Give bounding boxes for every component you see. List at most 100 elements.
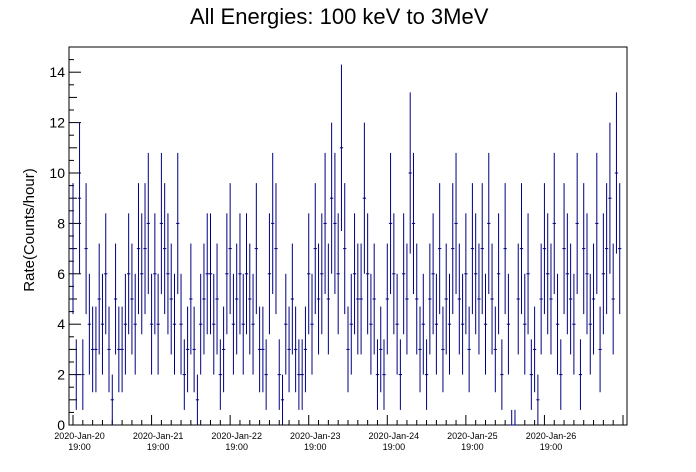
- data-point: [513, 409, 517, 426]
- data-point: [546, 213, 550, 335]
- data-point: [519, 183, 524, 315]
- data-point: [267, 213, 272, 335]
- data-point: [454, 152, 458, 294]
- data-point: [356, 243, 360, 355]
- data-point: [565, 213, 569, 335]
- data-point: [585, 213, 589, 335]
- data-point: [421, 273, 425, 375]
- data-point: [159, 152, 164, 294]
- data-point: [130, 243, 134, 355]
- data-point: [271, 152, 275, 294]
- data-point: [477, 243, 481, 355]
- data-point: [336, 213, 340, 335]
- x-axis: 2020-Jan-2019:002020-Jan-2119:002020-Jan…: [54, 415, 624, 452]
- data-point: [457, 243, 461, 355]
- y-tick-label: 12: [49, 115, 65, 131]
- data-point: [166, 213, 170, 335]
- data-point: [127, 213, 131, 335]
- data-point: [133, 273, 137, 375]
- y-axis: 0 2 4 6 8 10 12 14: [49, 46, 81, 433]
- data-point: [284, 273, 288, 375]
- data-point: [549, 243, 553, 355]
- data-point: [77, 122, 82, 274]
- data-point: [532, 306, 537, 393]
- data-point: [343, 183, 347, 315]
- data-point: [438, 183, 442, 315]
- data-point: [307, 213, 311, 335]
- data-point: [424, 339, 429, 410]
- x-tick-date-label: 2020-Jan-21: [133, 431, 184, 441]
- data-point: [290, 243, 294, 355]
- data-point: [202, 243, 206, 355]
- data-point: [310, 273, 314, 375]
- data-point: [559, 339, 563, 410]
- data-point: [369, 273, 373, 375]
- data-point: [503, 183, 507, 315]
- data-point: [487, 152, 491, 294]
- data-point: [254, 183, 258, 315]
- data-point: [529, 339, 533, 410]
- data-point: [182, 339, 186, 410]
- data-point: [179, 273, 183, 375]
- data-point: [372, 243, 376, 355]
- data-point: [375, 339, 380, 410]
- data-point: [120, 306, 124, 393]
- data-point: [402, 213, 406, 335]
- data-point: [274, 183, 278, 315]
- data-point: [235, 243, 239, 355]
- data-point: [163, 183, 167, 315]
- data-point: [618, 183, 622, 315]
- data-point: [329, 122, 334, 274]
- x-tick-date-label: 2020-Jan-26: [526, 431, 577, 441]
- data-point: [313, 183, 317, 315]
- data-point: [418, 306, 422, 393]
- data-point: [71, 183, 75, 315]
- data-point: [352, 213, 357, 335]
- data-point: [192, 306, 196, 393]
- data-point: [346, 306, 350, 393]
- data-point: [382, 339, 386, 410]
- data-point: [523, 273, 527, 375]
- data-point: [604, 183, 609, 315]
- data-point: [467, 306, 471, 393]
- x-tick-date-label: 2020-Jan-22: [211, 431, 262, 441]
- data-point: [398, 339, 403, 410]
- data-point: [323, 152, 327, 294]
- data-point: [506, 273, 511, 375]
- data-point: [169, 243, 173, 355]
- data-point: [215, 243, 219, 355]
- data-point: [146, 152, 150, 294]
- data-point: [261, 306, 265, 393]
- data-point: [248, 243, 252, 355]
- data-point: [74, 339, 78, 410]
- data-point: [326, 243, 330, 355]
- data-point: [493, 306, 497, 393]
- data-point: [496, 213, 501, 335]
- data-point: [611, 243, 615, 355]
- data-point: [500, 339, 504, 410]
- data-point: [136, 183, 141, 315]
- x-tick-time-label: 19:00: [68, 442, 91, 452]
- data-point: [97, 243, 101, 355]
- x-tick-time-label: 19:00: [540, 442, 563, 452]
- data-point: [408, 92, 412, 254]
- data-point: [555, 273, 560, 375]
- data-point: [392, 213, 396, 335]
- data-point: [385, 243, 389, 355]
- data-point: [199, 273, 203, 375]
- data-point: [117, 306, 121, 393]
- data-point: [470, 183, 475, 315]
- x-tick-time-label: 19:00: [304, 442, 327, 452]
- data-point: [91, 306, 95, 393]
- data-point: [510, 409, 514, 426]
- y-tick-label: 6: [57, 266, 65, 282]
- data-point: [149, 273, 154, 375]
- data-point: [107, 306, 111, 393]
- data-point: [379, 306, 383, 393]
- data-point: [277, 339, 281, 410]
- data-point: [176, 152, 180, 294]
- y-tick-label: 4: [57, 316, 65, 332]
- y-axis-label: Rate(Counts/hour): [21, 168, 38, 291]
- x-tick-date-label: 2020-Jan-24: [369, 431, 420, 441]
- y-tick-label: 2: [57, 367, 65, 383]
